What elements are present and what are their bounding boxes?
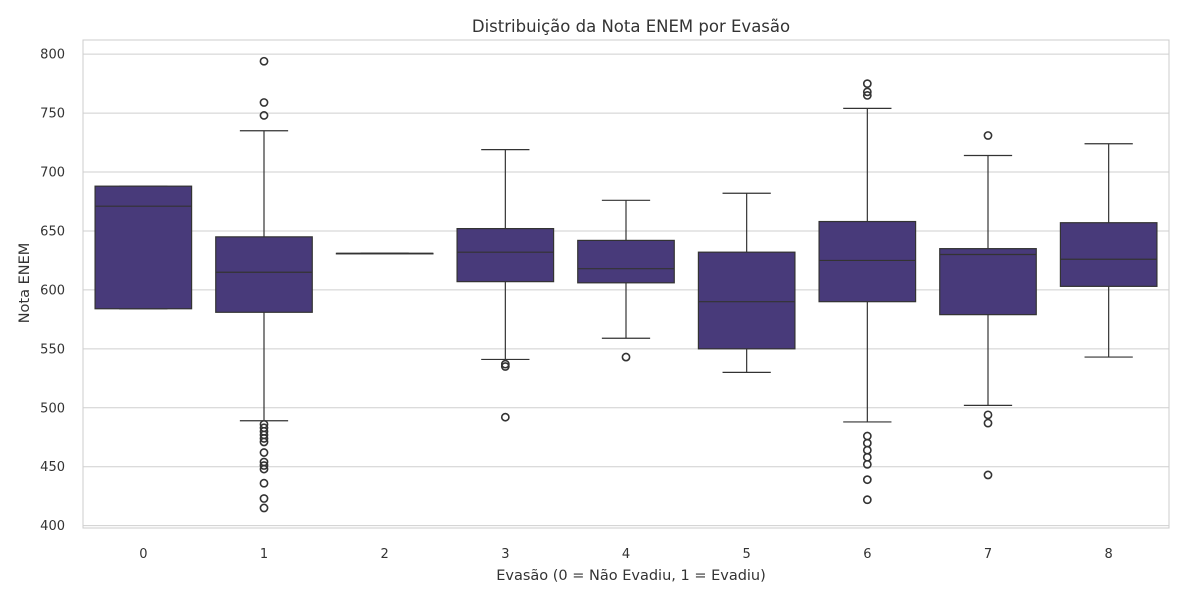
x-tick-label: 5 — [743, 547, 751, 562]
box-group-5 — [697, 192, 796, 374]
y-tick-label: 750 — [40, 107, 65, 122]
box-iqr — [1059, 222, 1158, 287]
box-group-1 — [215, 56, 313, 513]
boxes — [94, 56, 1158, 513]
y-tick-label: 800 — [40, 48, 65, 63]
outlier-point — [259, 503, 269, 513]
y-tick-label: 600 — [40, 283, 65, 298]
x-tick-label: 1 — [260, 547, 268, 562]
box-iqr — [577, 239, 675, 284]
outlier-point — [259, 494, 269, 503]
box-iqr — [818, 220, 917, 303]
outlier-point — [983, 131, 993, 140]
outlier-point — [862, 475, 872, 485]
outlier-point — [862, 79, 872, 89]
box-group-0 — [94, 185, 193, 310]
x-tick-label: 4 — [622, 547, 630, 562]
x-tick-label: 3 — [501, 547, 509, 562]
box-group-6 — [818, 79, 917, 505]
y-tick-labels: 400 450 500 550 600 650 700 750 800 — [40, 48, 65, 534]
x-tick-labels: 0 1 2 3 4 5 6 7 8 — [139, 547, 1113, 562]
y-tick-label: 550 — [40, 342, 65, 357]
outlier-point — [983, 410, 993, 420]
box-group-4 — [577, 199, 675, 362]
outlier-point — [862, 459, 872, 469]
y-tick-label: 650 — [40, 224, 65, 239]
outlier-point — [259, 478, 269, 488]
box-group-2 — [335, 252, 434, 255]
x-tick-label: 8 — [1105, 547, 1113, 562]
outlier-point — [862, 91, 872, 100]
outlier-point — [862, 495, 872, 505]
box-group-7 — [939, 131, 1037, 480]
y-tick-label: 700 — [40, 166, 65, 181]
box-iqr — [215, 236, 313, 313]
outlier-point — [259, 448, 269, 457]
x-tick-label: 7 — [984, 547, 992, 562]
box-group-8 — [1059, 143, 1158, 358]
box-iqr — [939, 248, 1037, 316]
x-tick-label: 2 — [381, 547, 389, 562]
outlier-point — [259, 464, 269, 474]
outlier-point — [259, 111, 269, 120]
outlier-point — [259, 437, 269, 447]
y-tick-label: 400 — [40, 519, 65, 534]
box-iqr — [456, 227, 555, 283]
x-tick-label: 0 — [139, 547, 147, 562]
outlier-point — [259, 56, 269, 66]
chart-title: Distribuição da Nota ENEM por Evasão — [472, 17, 790, 36]
box-group-3 — [456, 149, 555, 422]
outlier-point — [983, 470, 993, 480]
outlier-point — [862, 87, 872, 97]
outlier-point — [259, 98, 269, 107]
box-iqr — [94, 185, 193, 310]
outlier-point — [259, 461, 269, 470]
outlier-point — [621, 352, 631, 362]
outlier-point — [500, 412, 510, 422]
outlier-point — [983, 418, 993, 428]
y-tick-label: 500 — [40, 401, 65, 416]
outlier-point — [500, 362, 510, 371]
x-tick-label: 6 — [863, 547, 871, 562]
y-tick-label: 450 — [40, 460, 65, 475]
outlier-point — [259, 434, 269, 443]
box-iqr — [697, 251, 796, 350]
x-axis-label: Evasão (0 = Não Evadiu, 1 = Evadiu) — [496, 568, 766, 584]
y-axis-label: Nota ENEM — [17, 243, 33, 324]
